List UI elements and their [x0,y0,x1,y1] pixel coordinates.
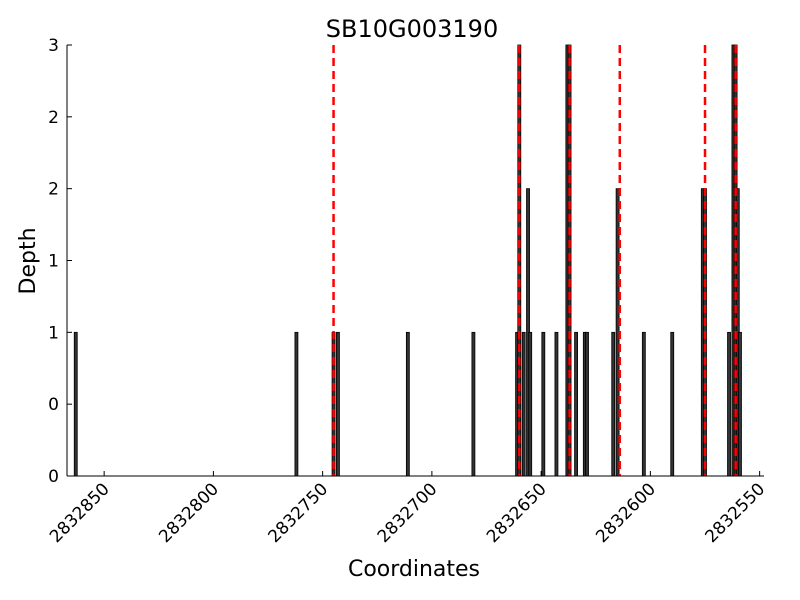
x-tick-label-3: 2832700 [374,479,442,547]
depth-bar-8 [521,331,526,477]
depth-bar-17 [585,331,589,477]
depth-bar-15 [574,331,578,477]
chart-title: SB10G003190 [326,15,498,43]
depth-bar-11 [541,331,546,477]
depth-bars [73,44,742,477]
x-tick-label-2: 2832750 [264,479,332,547]
depth-bar-4 [405,331,410,477]
x-tick-label-5: 2832600 [592,479,660,547]
depth-bar-10 [528,331,533,477]
y-tick-label-6: 3 [48,36,59,56]
depth-bar-1 [294,331,299,477]
x-axis-ticks: 2832850 2832800 2832750 2832700 2832650 28326… [46,471,769,547]
depth-bar-0 [73,331,78,477]
y-axis-ticks: 0 0 1 1 2 2 3 [48,36,72,487]
x-axis-label: Coordinates [348,557,480,582]
depth-bar-28 [738,331,742,477]
y-tick-label-0: 0 [48,467,59,487]
depth-bar-21 [670,331,675,477]
depth-bar-12 [554,331,559,477]
y-axis-label: Depth [16,227,41,294]
depth-bar-20 [641,331,646,477]
y-tick-label-1: 0 [48,395,59,415]
y-tick-label-2: 1 [48,323,59,343]
position-markers [332,45,737,476]
x-tick-label-1: 2832800 [155,479,223,547]
y-tick-label-5: 2 [48,108,59,128]
depth-bar-3 [336,331,340,477]
depth-bar-5 [471,331,476,477]
depth-bar-18 [611,331,616,477]
x-tick-label-0: 2832850 [46,479,114,547]
y-tick-label-3: 1 [48,252,59,272]
y-tick-label-4: 2 [48,180,59,200]
x-tick-label-6: 2832550 [701,479,769,547]
x-tick-label-4: 2832650 [483,479,551,547]
depth-bar-24 [727,331,731,477]
